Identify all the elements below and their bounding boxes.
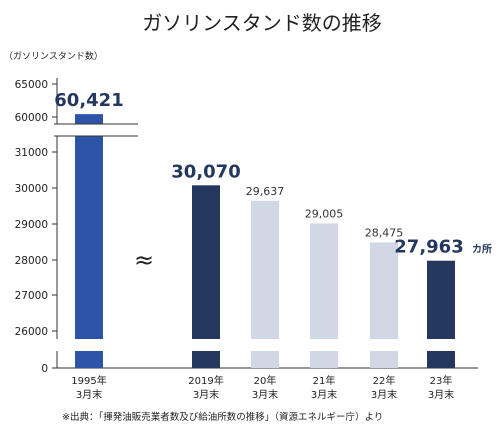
y-tick-label: 60000 [15,112,48,124]
value-label: 30,070 [171,161,240,182]
bar [75,114,103,368]
value-label: 60,421 [54,90,123,111]
y-tick-label: 31000 [15,147,48,159]
value-label: 29,637 [246,185,285,198]
y-tick-label: 0 [41,363,48,375]
bar [427,260,455,368]
category-label: 3月末 [311,388,337,401]
y-tick-label: 65000 [15,79,48,91]
category-label: 1995年 [71,374,106,387]
y-tick-label: 26000 [15,326,48,338]
value-label: 28,475 [365,226,404,239]
category-label: 2019年 [188,374,223,387]
y-tick-label: 27000 [15,290,48,302]
category-label: 3月末 [428,388,454,401]
axis-break-upper [54,124,138,136]
y-axis-unit-label: （ガソリンスタンド数） [4,50,103,62]
bar [192,185,220,368]
y-tick-label: 30000 [15,183,48,195]
y-tick-label: 28000 [15,255,48,267]
value-unit-suffix: カ所 [472,243,492,256]
axis-break-marks [54,123,464,351]
y-tick-label: 29000 [15,219,48,231]
axis-break-lower [54,339,464,351]
gap-marker: ≈ [134,246,154,274]
category-label: 21年 [313,374,336,387]
source-note: ※出典：「揮発油販売業者数及び給油所数の推移」（資源エネルギー庁）より [62,411,383,423]
chart-title: ガソリンスタンド数の推移 [142,11,382,35]
category-label: 3月末 [76,388,102,401]
value-label: 29,005 [305,207,344,220]
category-label: 3月末 [252,388,278,401]
category-label: 20年 [254,374,277,387]
value-label: 27,963 [394,237,463,258]
category-label: 22年 [373,374,396,387]
category-label: 23年 [430,374,453,387]
category-label: 3月末 [371,388,397,401]
category-label: 3月末 [193,388,219,401]
